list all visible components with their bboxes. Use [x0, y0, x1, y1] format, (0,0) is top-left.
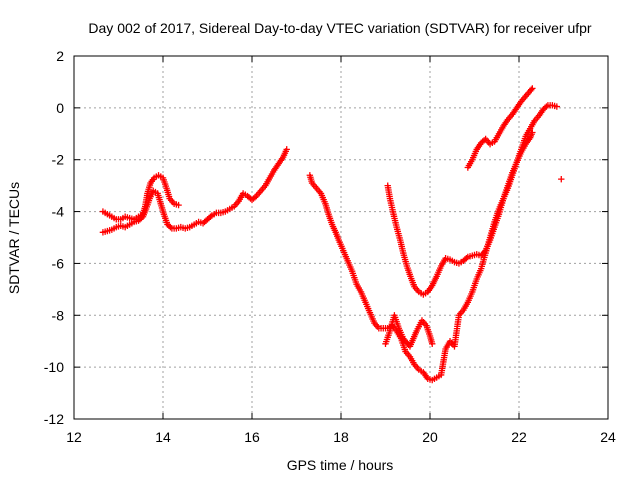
data-point — [283, 146, 290, 153]
data-point — [251, 194, 259, 201]
y-tick-label: -8 — [52, 307, 65, 323]
data-point — [138, 214, 145, 222]
data-point — [167, 223, 174, 231]
data-points — [99, 85, 565, 384]
data-point — [463, 255, 470, 262]
x-tick-label: 18 — [333, 429, 349, 445]
y-tick-label: -2 — [52, 152, 65, 168]
data-series-4 — [384, 102, 565, 298]
x-tick-label: 12 — [66, 429, 82, 445]
y-tick-label: -10 — [44, 359, 64, 375]
y-axis-label: SDTVAR / TECUs — [6, 182, 22, 294]
x-tick-label: 16 — [244, 429, 260, 445]
x-tick-label: 20 — [422, 429, 438, 445]
data-point — [529, 85, 536, 92]
data-series-3 — [306, 129, 536, 384]
axis-ticks: 12 14 16 18 20 22 24 -12 -10 -8 -6 -4 -2 0 2 — [44, 48, 616, 445]
data-point — [175, 201, 182, 209]
data-point — [558, 175, 565, 183]
y-tick-label: 0 — [56, 100, 64, 116]
chart-title: Day 002 of 2017, Sidereal Day-to-day VTE… — [88, 20, 592, 36]
x-tick-label: 24 — [600, 429, 616, 445]
y-tick-label: -6 — [52, 255, 65, 271]
x-axis-label: GPS time / hours — [287, 457, 394, 473]
data-series-5 — [382, 312, 436, 350]
data-point — [429, 340, 436, 348]
x-tick-label: 22 — [511, 429, 527, 445]
y-tick-label: -4 — [52, 204, 65, 220]
data-series-6 — [464, 85, 536, 171]
y-tick-label: 2 — [56, 48, 64, 64]
data-point — [553, 103, 561, 110]
y-tick-label: -12 — [44, 411, 64, 427]
data-point — [528, 86, 535, 93]
data-series-2 — [99, 146, 290, 236]
x-tick-label: 14 — [155, 429, 171, 445]
plot-frame — [73, 55, 609, 420]
data-point — [207, 213, 214, 220]
data-point — [543, 103, 550, 110]
